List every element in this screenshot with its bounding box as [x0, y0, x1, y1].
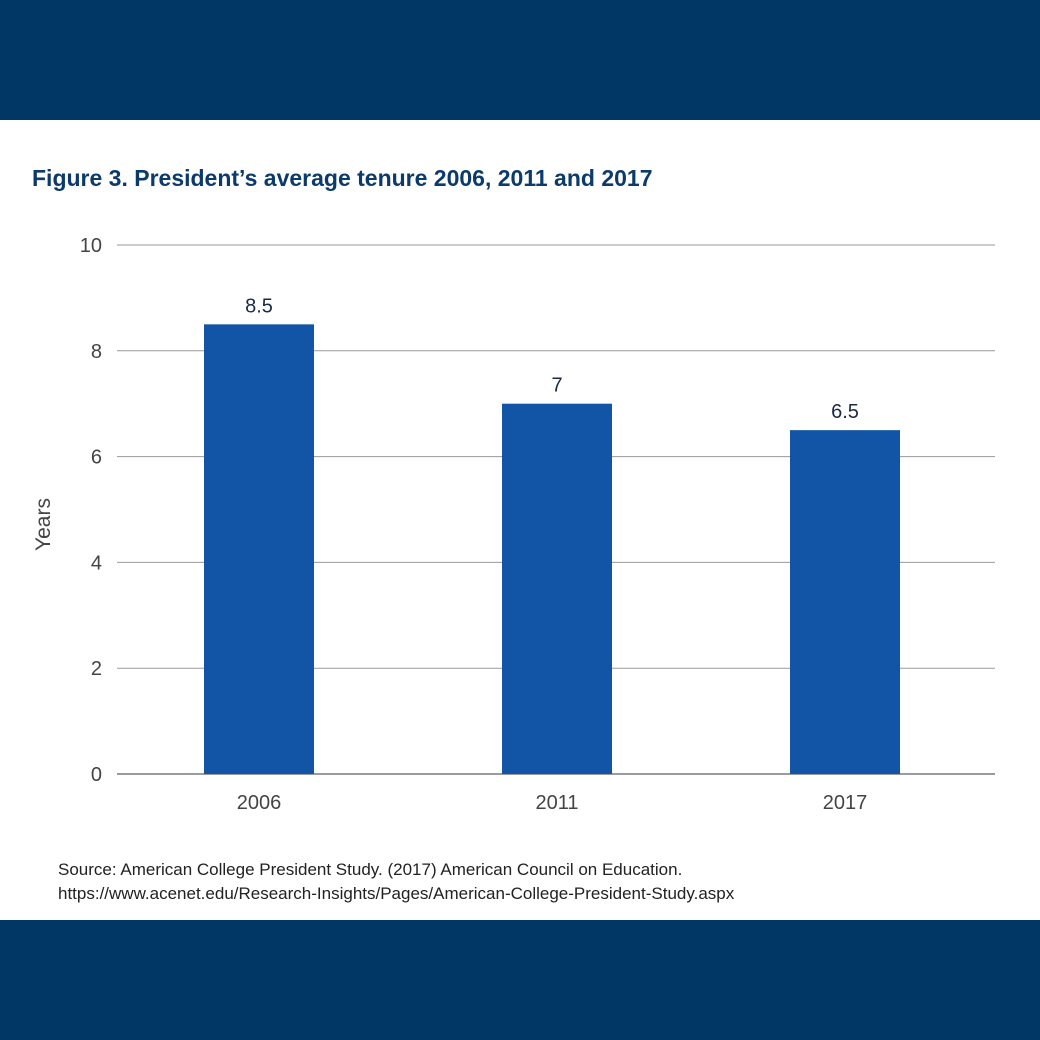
source-url: https://www.acenet.edu/Research-Insights… — [58, 884, 735, 903]
data-label: 7 — [551, 375, 562, 397]
x-tick-label: 2006 — [237, 792, 282, 814]
footer-band — [0, 920, 1040, 1040]
bar-2017 — [790, 430, 900, 774]
y-tick-label: 6 — [91, 447, 102, 469]
y-axis-title: Years — [32, 498, 55, 551]
x-tick-label: 2011 — [535, 792, 578, 814]
header-band — [0, 0, 1040, 120]
figure-title: Figure 3. President’s average tenure 200… — [32, 165, 653, 191]
y-tick-label: 4 — [91, 552, 102, 574]
y-tick-label: 8 — [91, 341, 102, 363]
y-tick-label: 10 — [80, 235, 102, 257]
y-tick-label: 2 — [91, 658, 102, 680]
bar-chart: 0 2 4 6 8 10 Years 8.5 2006 7 2011 6.5 2017 — [32, 235, 995, 814]
bar-2011 — [502, 403, 612, 774]
source-note: Source: American College President Study… — [58, 858, 734, 906]
x-tick-label: 2017 — [823, 792, 868, 814]
data-label: 6.5 — [831, 401, 859, 423]
bar-2006 — [204, 324, 314, 774]
y-tick-label: 0 — [91, 764, 102, 786]
data-label: 8.5 — [245, 295, 273, 317]
source-citation: Source: American College President Study… — [58, 860, 683, 879]
